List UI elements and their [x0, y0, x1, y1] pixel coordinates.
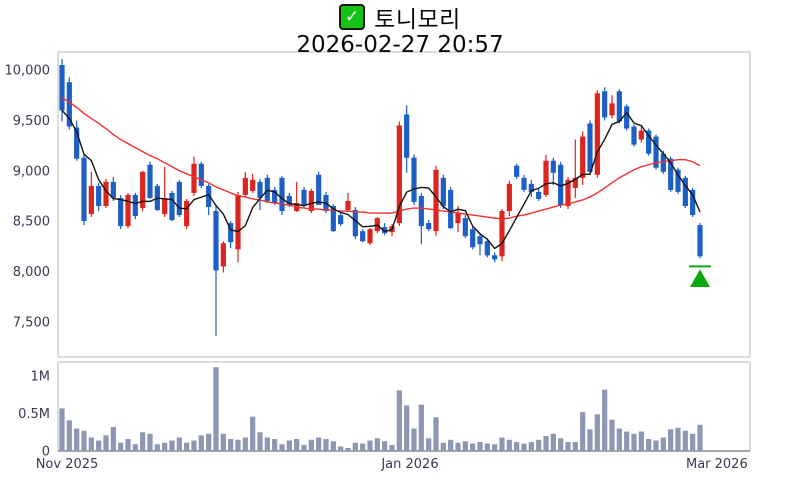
- svg-text:7,500: 7,500: [13, 315, 50, 330]
- svg-text:Nov 2025: Nov 2025: [36, 457, 99, 472]
- svg-text:1M: 1M: [31, 370, 51, 385]
- svg-text:8,500: 8,500: [13, 215, 50, 230]
- x-axis-labels: Nov 2025 Jan 2026 Mar 2026: [36, 457, 748, 472]
- checkbox-checked-icon: ✓: [339, 4, 366, 30]
- svg-text:0.5M: 0.5M: [18, 407, 50, 422]
- svg-text:8,000: 8,000: [13, 265, 50, 280]
- svg-text:9,500: 9,500: [13, 114, 50, 129]
- svg-text:Jan 2026: Jan 2026: [380, 457, 438, 472]
- chart-panels: [57, 51, 751, 452]
- volume-series: [59, 367, 703, 451]
- ma-short-line: [61, 109, 701, 250]
- ma-long-line: [61, 96, 701, 220]
- price-axis-labels: 10,000 9,500 9,000 8,500 8,000 7,500: [5, 64, 51, 331]
- buy-signal-marker: [688, 265, 711, 288]
- svg-text:9,000: 9,000: [13, 164, 50, 179]
- chart-title-line: ✓ 토니모리: [0, 2, 800, 33]
- volume-axis-labels: 1M 0.5M 0: [18, 370, 50, 460]
- chart-header: ✓ 토니모리 2026-02-27 20:57: [0, 2, 800, 60]
- stock-name-title: 토니모리: [374, 7, 461, 33]
- svg-text:0: 0: [42, 445, 50, 460]
- svg-text:Mar 2026: Mar 2026: [686, 457, 748, 472]
- chart-timestamp: 2026-02-27 20:57: [296, 32, 504, 58]
- svg-text:10,000: 10,000: [5, 64, 51, 79]
